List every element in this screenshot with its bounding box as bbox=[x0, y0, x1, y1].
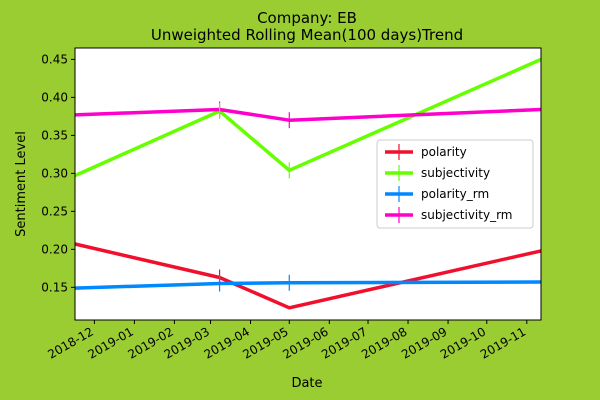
series-layer bbox=[74, 57, 542, 310]
x-axis-label: Date bbox=[291, 376, 322, 391]
y-tick-label: 0.20 bbox=[41, 242, 68, 256]
chart-subtitle: Unweighted Rolling Mean(100 days)Trend bbox=[151, 26, 463, 44]
legend-label-subjectivity: subjectivity bbox=[421, 166, 490, 180]
marker-layer bbox=[218, 101, 290, 292]
plot-frame bbox=[74, 47, 542, 321]
y-axis-ticks: 0.15 0.20 0.25 0.30 0.35 0.40 0.45 bbox=[41, 52, 75, 294]
series-line-polarity_rm bbox=[74, 280, 542, 290]
y-tick-label: 0.40 bbox=[41, 90, 68, 104]
x-tick-label: 2019-11 bbox=[478, 324, 528, 361]
y-tick-label: 0.25 bbox=[41, 204, 68, 218]
x-axis-ticks: 2018-122019-012019-022019-032019-042019-… bbox=[45, 320, 528, 362]
chart-title: Company: EB bbox=[257, 9, 357, 27]
legend-label-subjectivity_rm: subjectivity_rm bbox=[421, 208, 512, 222]
y-tick-label: 0.45 bbox=[41, 52, 68, 66]
y-axis-label: Sentiment Level bbox=[14, 131, 29, 237]
series-line-polarity bbox=[74, 242, 542, 310]
y-tick-label: 0.30 bbox=[41, 166, 68, 180]
y-tick-label: 0.15 bbox=[41, 280, 68, 294]
legend-label-polarity_rm: polarity_rm bbox=[421, 187, 489, 201]
y-tick-label: 0.35 bbox=[41, 128, 68, 142]
series-line-subjectivity_rm bbox=[74, 107, 542, 122]
legend-label-polarity: polarity bbox=[421, 145, 467, 159]
legend-box bbox=[376, 139, 534, 229]
legend: polarity subjectivity polarity_rm subjectiv… bbox=[376, 139, 534, 229]
